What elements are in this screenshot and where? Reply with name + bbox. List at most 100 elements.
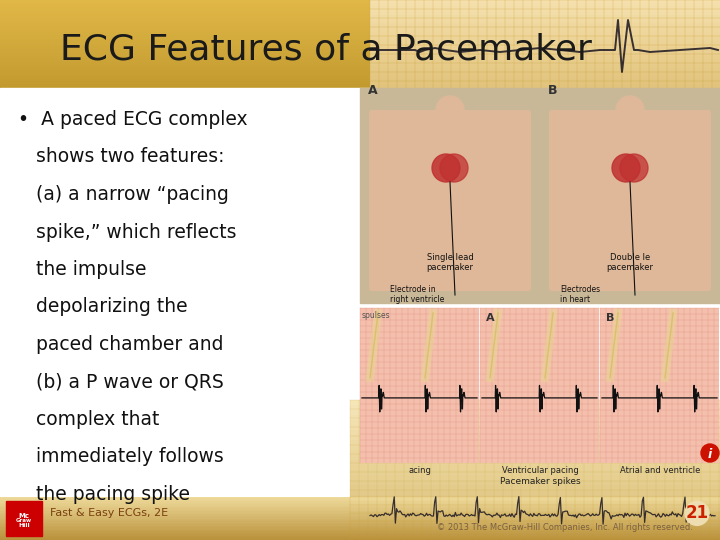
Bar — [350, 475, 720, 481]
Bar — [350, 480, 720, 485]
Bar — [0, 23, 720, 25]
Bar — [0, 524, 720, 526]
Bar — [0, 516, 720, 517]
Bar — [370, 3, 720, 6]
Circle shape — [616, 96, 644, 124]
Bar — [0, 521, 720, 523]
Bar — [0, 67, 720, 69]
Bar — [0, 35, 720, 37]
Bar — [0, 9, 720, 11]
Bar — [370, 12, 720, 15]
Bar — [0, 72, 720, 75]
Text: the impulse: the impulse — [18, 260, 146, 279]
Bar — [0, 527, 720, 529]
Bar — [0, 533, 720, 535]
Text: paced chamber and: paced chamber and — [18, 335, 223, 354]
Text: Mc: Mc — [19, 512, 30, 518]
Bar — [370, 35, 720, 39]
Bar — [370, 79, 720, 83]
Text: depolarizing the: depolarizing the — [18, 298, 188, 316]
Bar — [370, 32, 720, 36]
FancyBboxPatch shape — [369, 110, 531, 291]
Bar — [370, 23, 720, 27]
Bar — [0, 79, 720, 82]
Bar — [370, 59, 720, 62]
Bar — [370, 68, 720, 71]
Text: B: B — [548, 84, 557, 97]
Bar — [0, 534, 720, 536]
Bar — [350, 440, 720, 445]
Bar — [0, 501, 720, 503]
Bar — [350, 425, 720, 430]
Text: the pacing spike: the pacing spike — [18, 485, 190, 504]
Bar — [350, 415, 720, 421]
Bar — [370, 56, 720, 59]
Circle shape — [436, 96, 464, 124]
Bar — [0, 26, 720, 29]
Bar — [0, 88, 720, 540]
Text: •  A paced ECG complex: • A paced ECG complex — [18, 110, 248, 129]
Circle shape — [432, 154, 460, 182]
Bar — [370, 65, 720, 68]
Bar — [350, 435, 720, 441]
Bar — [0, 511, 720, 513]
Bar — [360, 308, 479, 463]
Bar — [0, 497, 720, 499]
Bar — [480, 308, 599, 463]
Bar — [0, 503, 720, 505]
Bar — [0, 537, 720, 539]
Text: A: A — [486, 313, 495, 323]
Bar — [0, 11, 720, 13]
Bar — [350, 420, 720, 426]
Bar — [370, 6, 720, 9]
Bar — [0, 2, 720, 4]
Bar — [370, 53, 720, 56]
Bar — [0, 39, 720, 41]
Bar — [0, 518, 720, 521]
Bar — [0, 33, 720, 36]
Text: A: A — [368, 84, 377, 97]
Bar — [0, 42, 720, 44]
Bar — [0, 530, 720, 532]
Bar — [0, 510, 720, 512]
Bar — [0, 513, 720, 515]
Bar — [0, 55, 720, 57]
Bar — [0, 507, 720, 509]
Text: Electrodes
in heart: Electrodes in heart — [560, 285, 600, 305]
Bar — [370, 26, 720, 30]
Bar — [370, 29, 720, 33]
Text: Double le
pacemaker: Double le pacemaker — [606, 253, 654, 272]
Bar — [0, 37, 720, 39]
Bar — [0, 58, 720, 60]
Text: Single lead
pacemaker: Single lead pacemaker — [426, 253, 474, 272]
Bar — [350, 405, 720, 410]
Bar — [370, 47, 720, 50]
Text: Ventricular pacing: Ventricular pacing — [502, 466, 578, 475]
Text: (b) a P wave or QRS: (b) a P wave or QRS — [18, 373, 224, 392]
Bar — [350, 460, 720, 465]
Bar — [0, 16, 720, 18]
Bar — [350, 490, 720, 496]
FancyBboxPatch shape — [549, 110, 711, 291]
Bar — [0, 0, 720, 2]
Bar — [370, 82, 720, 85]
Bar — [0, 14, 720, 16]
Bar — [0, 505, 720, 508]
Text: ECG Features of a Pacemaker: ECG Features of a Pacemaker — [60, 32, 592, 66]
Text: i: i — [708, 448, 712, 461]
Text: acing: acing — [408, 466, 431, 475]
Bar — [0, 538, 720, 540]
Text: Electrode in
right ventricle: Electrode in right ventricle — [390, 285, 444, 305]
Bar — [370, 18, 720, 21]
Circle shape — [685, 501, 709, 525]
Bar — [0, 84, 720, 87]
Bar — [350, 445, 720, 450]
Text: immediately follows: immediately follows — [18, 448, 224, 467]
Bar — [0, 504, 720, 506]
Bar — [0, 46, 720, 48]
Bar — [0, 40, 720, 43]
Bar — [0, 5, 720, 8]
Bar — [0, 76, 720, 78]
Bar — [360, 88, 720, 303]
Bar — [350, 410, 720, 415]
